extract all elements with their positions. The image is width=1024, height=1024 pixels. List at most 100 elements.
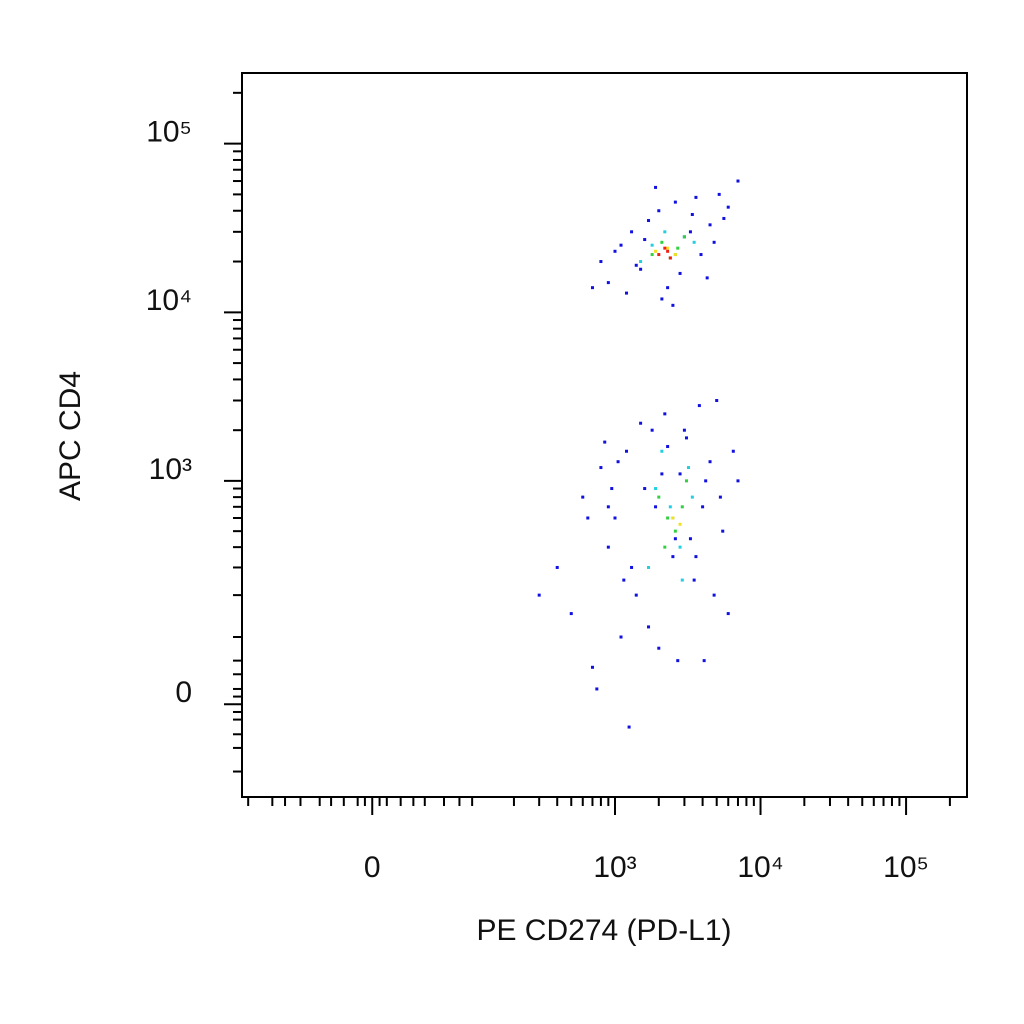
data-point: [671, 303, 675, 307]
data-point: [663, 246, 667, 250]
data-point: [619, 635, 623, 639]
data-point: [650, 253, 654, 257]
data-point: [684, 436, 688, 440]
data-point: [660, 472, 664, 476]
data-point: [634, 593, 638, 597]
data-point: [673, 200, 677, 204]
data-point: [537, 593, 541, 597]
data-point: [712, 240, 716, 244]
x-tick-label: 10³: [593, 851, 636, 884]
data-point: [625, 449, 629, 453]
data-point: [581, 495, 585, 499]
data-point: [726, 612, 730, 616]
data-point: [666, 445, 670, 449]
data-point: [657, 209, 661, 213]
data-point: [627, 725, 631, 729]
data-point: [680, 578, 684, 582]
data-point: [718, 495, 722, 499]
data-point: [606, 505, 610, 509]
data-point: [599, 260, 603, 264]
data-point: [619, 243, 623, 247]
data-point: [606, 545, 610, 549]
data-point: [699, 253, 703, 257]
data-point: [736, 479, 740, 483]
data-point: [736, 179, 740, 183]
data-point: [682, 235, 686, 239]
data-point: [708, 223, 712, 227]
y-tick-label: 10⁴: [146, 284, 192, 317]
data-point: [712, 593, 716, 597]
y-tick-label: 10³: [149, 453, 192, 486]
y-tick-label: 10⁵: [146, 116, 192, 149]
x-tick-label: 10⁵: [883, 851, 929, 884]
data-point: [731, 449, 735, 453]
data-point: [666, 516, 670, 520]
data-point: [692, 578, 696, 582]
data-point: [654, 487, 658, 491]
data-point: [684, 479, 688, 483]
data-point: [657, 646, 661, 650]
data-point: [668, 256, 672, 260]
data-point: [643, 487, 647, 491]
data-point: [654, 505, 658, 509]
data-point: [697, 404, 701, 408]
data-point: [690, 213, 694, 217]
data-point: [671, 516, 675, 520]
data-point: [595, 687, 599, 691]
data-point: [663, 412, 667, 416]
data-point: [726, 205, 730, 209]
data-point: [599, 466, 603, 470]
data-point: [622, 578, 626, 582]
data-point: [647, 625, 651, 629]
data-point: [666, 246, 670, 250]
data-point: [678, 545, 682, 549]
data-point: [717, 192, 721, 196]
data-point: [676, 659, 680, 663]
data-point: [694, 555, 698, 559]
data-point: [654, 185, 658, 189]
data-point: [692, 240, 696, 244]
data-point: [630, 230, 634, 234]
data-point: [639, 421, 643, 425]
data-point: [610, 487, 614, 491]
data-point: [647, 565, 651, 569]
data-point: [686, 466, 690, 470]
data-point: [663, 230, 667, 234]
y-tick-label: 0: [175, 676, 192, 709]
y-axis-label: APC CD4: [54, 371, 87, 501]
data-point: [590, 286, 594, 290]
data-point: [650, 243, 654, 247]
data-point: [586, 516, 590, 520]
data-point: [639, 267, 643, 271]
data-point: [678, 522, 682, 526]
data-point: [673, 253, 677, 257]
data-point: [613, 249, 617, 253]
data-point: [657, 253, 661, 257]
data-point: [647, 219, 651, 223]
data-point: [625, 291, 629, 295]
data-point: [702, 659, 706, 663]
data-point: [555, 565, 559, 569]
data-point: [660, 240, 664, 244]
data-point: [616, 460, 620, 464]
data-point: [715, 399, 719, 403]
data-point: [671, 555, 675, 559]
data-point: [704, 479, 708, 483]
data-point: [722, 216, 726, 220]
data-point: [634, 263, 638, 267]
x-axis-label: PE CD274 (PD-L1): [476, 914, 731, 947]
data-point: [708, 460, 712, 464]
data-point: [590, 665, 594, 669]
data-point: [688, 537, 692, 541]
x-tick-label: 10⁴: [737, 851, 783, 884]
data-point: [660, 449, 664, 453]
data-point: [688, 230, 692, 234]
data-point: [666, 249, 670, 253]
data-point: [721, 529, 725, 533]
data-point: [678, 472, 682, 476]
data-point: [606, 281, 610, 285]
x-tick-label: 0: [364, 851, 381, 884]
data-point: [682, 428, 686, 432]
data-point: [643, 238, 647, 242]
